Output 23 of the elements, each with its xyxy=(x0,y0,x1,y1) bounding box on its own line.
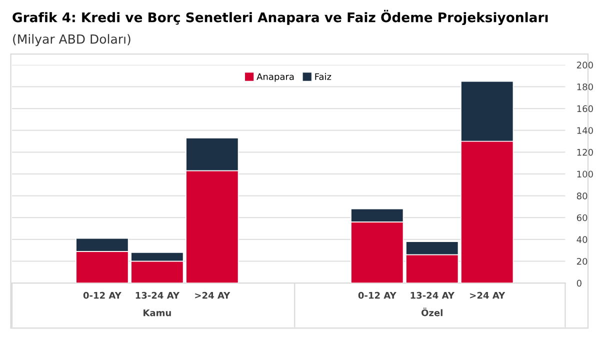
x-tick-label: 0-12 AY xyxy=(358,292,396,299)
x-tick-label: 13-24 AY xyxy=(410,292,455,299)
x-tick-label: >24 AY xyxy=(195,292,230,299)
y-tick-label: 40 xyxy=(576,236,588,243)
legend-label: Anapara xyxy=(256,73,294,82)
legend-label: Faiz xyxy=(315,73,332,80)
y-tick-label: 120 xyxy=(577,148,593,156)
y-tick-label: 140 xyxy=(577,127,593,134)
text: Kamu xyxy=(144,309,171,316)
y-tick-label: 80 xyxy=(576,192,588,200)
x-tick-label: 13-24 AY xyxy=(136,292,180,299)
chart-title: Grafik 4: Kredi ve Borç Senetleri Anapara ve Faiz Ödeme Projeksiyonları xyxy=(12,10,548,25)
y-tick-label: 20 xyxy=(576,258,588,265)
y-tick-label: 180 xyxy=(577,83,593,90)
y-tick-label: 0 xyxy=(576,280,582,287)
y-tick-label: 100 xyxy=(577,170,593,178)
chart-subtitle: (Milyar ABD Doları) xyxy=(13,34,130,46)
y-tick-label: 60 xyxy=(576,214,588,222)
text: Özel xyxy=(422,308,442,316)
y-tick-label: 200 xyxy=(576,62,593,68)
x-tick-label: >24 AY xyxy=(470,292,506,299)
x-tick-label: 0-12 AY xyxy=(83,292,122,299)
y-tick-label: 160 xyxy=(577,105,593,112)
